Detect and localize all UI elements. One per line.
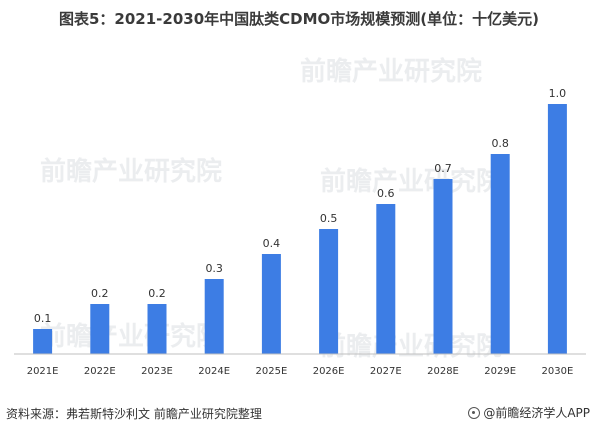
value-label-2026E: 0.5	[320, 212, 338, 225]
brand-credit: @前瞻经济学人APP	[468, 404, 590, 421]
chart-title: 图表5：2021-2030年中国肽类CDMO市场规模预测(单位：十亿美元)	[58, 10, 539, 28]
x-tick-label-2023E: 2023E	[141, 366, 173, 377]
bar-2027E	[376, 204, 396, 354]
value-label-2027E: 0.6	[377, 187, 395, 200]
bar-2025E	[261, 254, 281, 354]
x-tick-label-2028E: 2028E	[427, 366, 459, 377]
source-note: 资料来源：弗若斯特沙利文 前瞻产业研究院整理	[6, 407, 262, 421]
value-label-2021E: 0.1	[34, 312, 52, 325]
x-tick-label-2025E: 2025E	[256, 366, 288, 377]
x-tick-labels: 2021E 2022E 2023E 2024E 2025E 2026E 2027E 2028E…	[27, 366, 574, 377]
value-label-2030E: 1.0	[549, 87, 567, 100]
watermark-5: 前瞻产业研究院	[300, 56, 482, 87]
watermark-2: 前瞻产业研究院	[320, 166, 502, 197]
bar-2029E	[490, 154, 510, 354]
bar-2024E	[204, 279, 224, 354]
watermark-3: 前瞻产业研究院	[40, 321, 222, 352]
x-tick-label-2021E: 2021E	[27, 366, 59, 377]
value-label-2029E: 0.8	[491, 137, 509, 150]
value-label-2025E: 0.4	[263, 237, 281, 250]
bar-2030E	[547, 104, 567, 354]
value-label-2028E: 0.7	[434, 162, 452, 175]
x-tick-label-2027E: 2027E	[370, 366, 402, 377]
x-tick-label-2022E: 2022E	[84, 366, 116, 377]
bar-2028E	[433, 179, 453, 354]
value-label-2022E: 0.2	[91, 287, 109, 300]
value-label-2023E: 0.2	[148, 287, 166, 300]
x-tick-label-2030E: 2030E	[542, 366, 574, 377]
value-label-2024E: 0.3	[205, 262, 223, 275]
x-tick-label-2026E: 2026E	[313, 366, 345, 377]
bar-2022E	[90, 304, 110, 354]
x-tick-label-2024E: 2024E	[198, 366, 230, 377]
watermarks: 前瞻产业研究院 前瞻产业研究院 前瞻产业研究院 前瞻产业研究院 前瞻产业研究院	[40, 56, 502, 362]
bar-2026E	[319, 229, 339, 354]
bar-2023E	[147, 304, 167, 354]
x-tick-label-2029E: 2029E	[484, 366, 516, 377]
bar-2021E	[33, 329, 53, 354]
watermark-4: 前瞻产业研究院	[320, 331, 502, 362]
brand-credit-text: @前瞻经济学人APP	[483, 406, 590, 420]
brand-logo-icon	[468, 406, 481, 419]
watermark-1: 前瞻产业研究院	[40, 156, 222, 187]
bars-group: 0.1 0.2 0.2 0.3 0.4 0.5 0.6 0.7 0.8 1.0	[33, 87, 567, 354]
